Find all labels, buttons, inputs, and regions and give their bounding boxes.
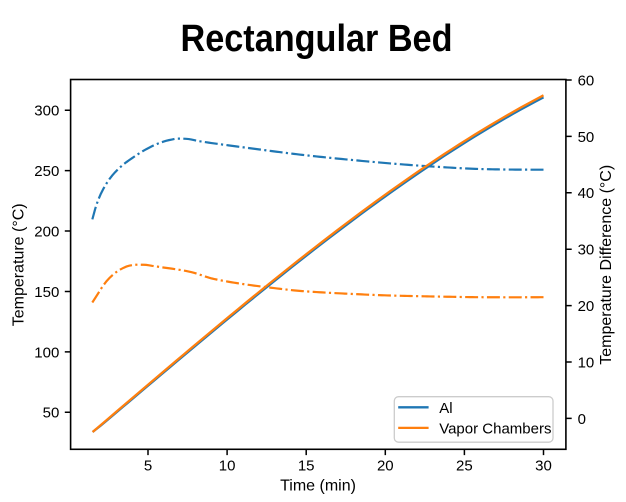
svg-text:200: 200 [34,223,59,240]
svg-text:25: 25 [456,458,473,475]
svg-text:20: 20 [377,458,394,475]
svg-text:0: 0 [578,411,586,428]
svg-text:150: 150 [34,284,59,301]
svg-text:10: 10 [219,458,236,475]
svg-text:100: 100 [34,344,59,361]
svg-text:40: 40 [578,185,595,202]
svg-text:5: 5 [144,458,152,475]
svg-text:Rectangular Bed: Rectangular Bed [181,18,453,60]
svg-text:50: 50 [578,129,595,146]
svg-text:Vapor Chambers: Vapor Chambers [439,420,551,437]
svg-text:30: 30 [578,242,595,259]
svg-text:250: 250 [34,163,59,180]
svg-text:30: 30 [535,458,552,475]
svg-text:60: 60 [578,72,595,89]
svg-text:Temperature (°C): Temperature (°C) [11,203,28,326]
svg-text:Time (min): Time (min) [280,478,356,495]
svg-text:20: 20 [578,298,595,315]
svg-text:15: 15 [298,458,315,475]
svg-text:50: 50 [43,405,60,422]
svg-text:Al: Al [439,400,452,417]
svg-text:Temperature Difference (°C): Temperature Difference (°C) [598,165,615,365]
svg-text:10: 10 [578,354,595,371]
svg-text:300: 300 [34,103,59,120]
